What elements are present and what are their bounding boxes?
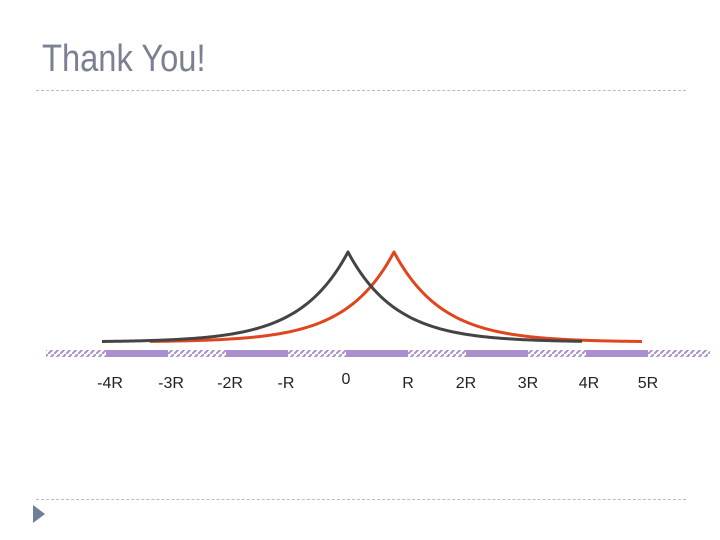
tick-label: 4R xyxy=(579,375,599,392)
orange-peak-curve xyxy=(149,250,643,343)
tick-label: -2R xyxy=(217,375,243,392)
footer-divider xyxy=(36,499,686,500)
tick-label: -4R xyxy=(97,375,123,392)
tick-label: R xyxy=(402,375,414,392)
tick-label: -R xyxy=(278,375,295,392)
axis-tick-labels: -4R -3R -2R -R 0 R 2R 3R 4R 5R xyxy=(97,371,658,392)
axis-segment xyxy=(466,350,528,357)
dark-peak-curve xyxy=(101,250,583,343)
axis-segment xyxy=(106,350,168,357)
slide-title: Thank You! xyxy=(42,38,206,80)
title-divider xyxy=(36,90,686,91)
tick-label: 0 xyxy=(342,371,351,388)
tick-label: 2R xyxy=(456,375,476,392)
axis-segments xyxy=(106,350,648,357)
triangle-bullet-icon xyxy=(33,505,45,523)
tick-label: 5R xyxy=(638,375,658,392)
axis-segment xyxy=(346,350,408,357)
axis-segment xyxy=(226,350,288,357)
tick-label: -3R xyxy=(158,375,184,392)
axis-segment xyxy=(586,350,648,357)
tick-label: 3R xyxy=(518,375,538,392)
